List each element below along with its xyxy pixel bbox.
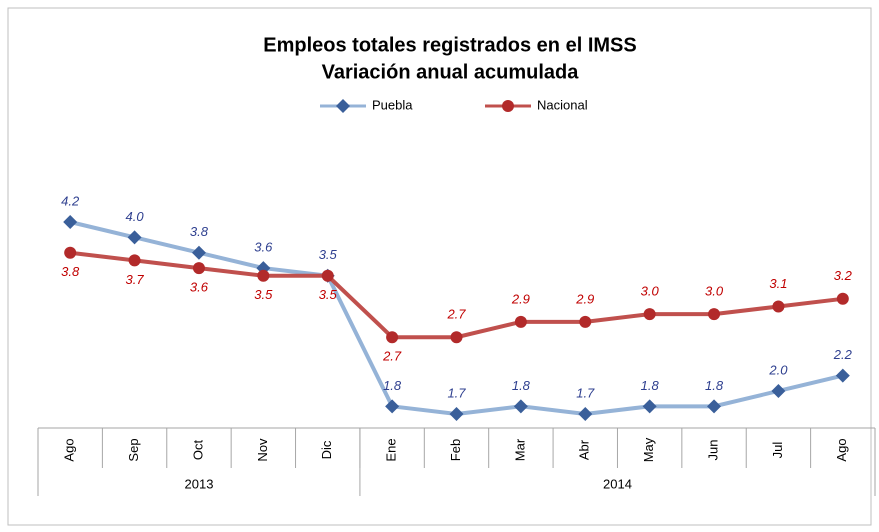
data-label: 3.0 <box>705 284 724 299</box>
point <box>771 383 786 398</box>
point <box>708 308 721 321</box>
point <box>64 246 77 259</box>
point <box>707 399 722 414</box>
data-label: 3.8 <box>190 224 209 239</box>
data-label: 3.5 <box>319 287 338 302</box>
data-label: 2.9 <box>511 291 530 306</box>
data-label: 2.2 <box>833 347 853 362</box>
data-label: 3.7 <box>126 272 145 287</box>
point <box>63 215 78 229</box>
point <box>578 407 593 421</box>
x-tick-label: Oct <box>190 440 205 461</box>
point <box>642 399 657 414</box>
data-label: 3.1 <box>769 276 787 291</box>
legend-marker <box>336 99 350 113</box>
x-tick-label: Sep <box>126 438 141 461</box>
point <box>449 407 464 421</box>
x-tick-label: Abr <box>577 439 592 460</box>
data-label: 2.9 <box>575 291 594 306</box>
point <box>257 269 270 282</box>
data-label: 2.7 <box>446 307 466 322</box>
data-label: 1.8 <box>641 378 660 393</box>
data-label: 4.0 <box>126 209 145 224</box>
data-label: 1.8 <box>383 378 402 393</box>
point <box>835 368 850 383</box>
x-tick-label: May <box>641 437 656 462</box>
point <box>514 315 527 328</box>
data-label: 3.5 <box>254 287 273 302</box>
legend-label: Puebla <box>372 97 413 112</box>
data-label: 3.2 <box>834 268 853 283</box>
data-label: 2.7 <box>382 349 402 364</box>
data-label: 1.7 <box>447 385 466 400</box>
point <box>772 300 785 313</box>
data-label: 4.2 <box>61 193 80 208</box>
point <box>192 262 205 275</box>
x-tick-label: Mar <box>512 438 527 461</box>
point <box>385 399 400 414</box>
x-tick-label: Jul <box>770 442 785 459</box>
data-label: 3.0 <box>641 284 660 299</box>
point <box>128 254 141 267</box>
data-label: 1.8 <box>512 378 531 393</box>
data-label: 1.7 <box>576 385 595 400</box>
legend-label: Nacional <box>537 97 588 112</box>
point <box>191 245 206 260</box>
x-tick-label: Nov <box>255 438 270 462</box>
legend-marker <box>502 100 514 112</box>
point <box>321 269 334 282</box>
point <box>579 315 592 328</box>
point <box>836 292 849 305</box>
data-label: 1.8 <box>705 378 724 393</box>
data-label: 3.8 <box>61 264 80 279</box>
point <box>643 308 656 321</box>
x-tick-label: Ago <box>834 438 849 461</box>
group-label: 2014 <box>603 476 632 491</box>
chart-title: Empleos totales registrados en el IMSS <box>263 34 636 56</box>
data-label: 3.5 <box>319 247 338 262</box>
x-tick-label: Ago <box>62 438 77 461</box>
x-tick-label: Feb <box>448 439 463 461</box>
x-tick-label: Jun <box>705 440 720 461</box>
point <box>450 331 463 344</box>
x-tick-label: Ene <box>384 438 399 461</box>
point <box>386 331 399 344</box>
data-label: 3.6 <box>190 280 209 295</box>
chart-frame <box>7 7 872 526</box>
point <box>513 399 528 414</box>
group-label: 2013 <box>185 476 214 491</box>
chart-subtitle: Variación anual acumulada <box>322 61 580 83</box>
data-label: 3.6 <box>254 240 273 255</box>
x-tick-label: Dic <box>319 440 334 459</box>
point <box>127 230 142 245</box>
data-label: 2.0 <box>768 362 788 377</box>
